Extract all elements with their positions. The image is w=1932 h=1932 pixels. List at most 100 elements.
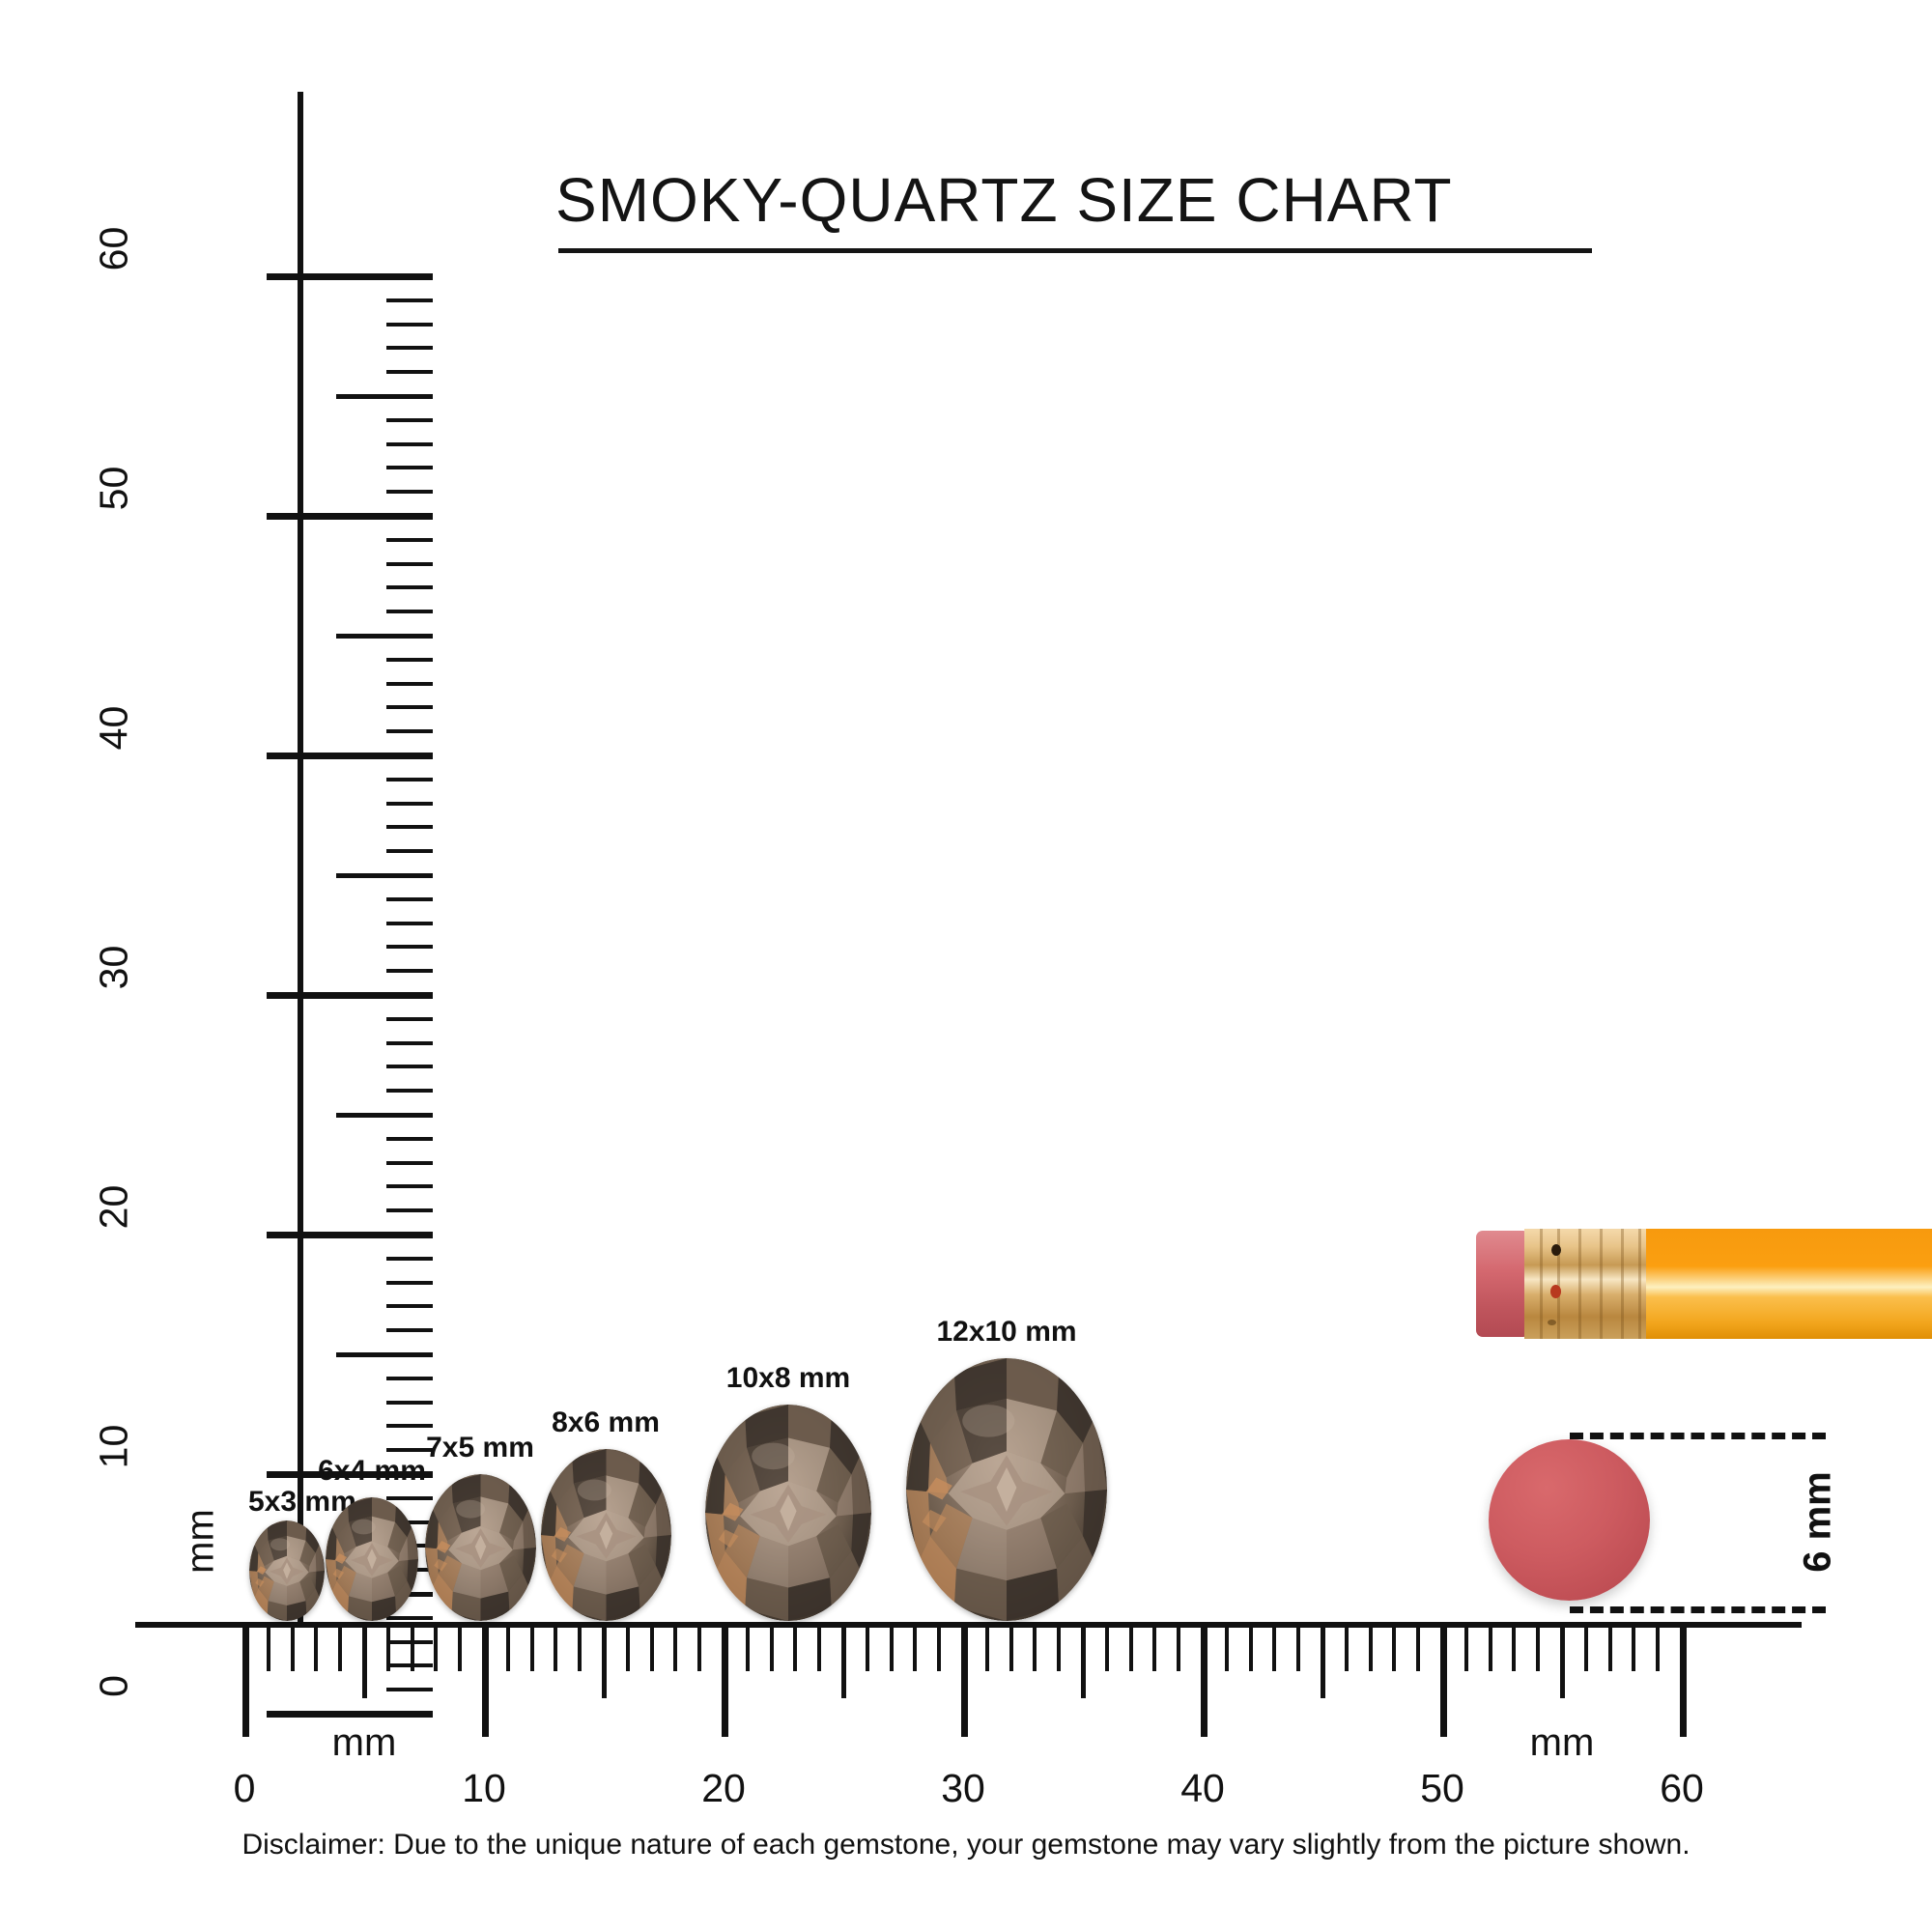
vruler-tick — [386, 1304, 433, 1309]
vruler-tick — [386, 1688, 433, 1692]
hruler-tick — [266, 1625, 270, 1671]
vruler-tick — [386, 1663, 433, 1668]
vruler-label-40: 40 — [91, 705, 136, 751]
hruler-tick — [722, 1625, 728, 1737]
gemstone-10x8-mm[interactable] — [705, 1405, 871, 1621]
hruler-tick — [1368, 1625, 1373, 1671]
hruler-tick — [793, 1625, 798, 1671]
hruler-tick — [1463, 1625, 1468, 1671]
gemstone-label: 8x6 mm — [552, 1406, 660, 1438]
gemstone-label: 12x10 mm — [936, 1316, 1077, 1348]
vruler-tick — [267, 1470, 433, 1478]
vertical-ruler — [135, 92, 433, 1718]
vruler-tick — [386, 777, 433, 781]
gemstone-label: 7x5 mm — [426, 1432, 534, 1463]
hruler-unit-label-left: mm — [331, 1721, 397, 1764]
hruler-tick — [1344, 1625, 1349, 1671]
gemstone-8x6-mm[interactable] — [540, 1449, 671, 1621]
vruler-tick — [267, 1231, 433, 1238]
hruler-tick — [1177, 1625, 1181, 1671]
gemstone-5x3-mm[interactable] — [249, 1520, 325, 1621]
hruler-label-20: 20 — [701, 1766, 746, 1810]
gem-facets — [705, 1405, 871, 1621]
vruler-tick — [386, 1376, 433, 1380]
vruler-tick — [386, 1639, 433, 1644]
vruler-label-10: 10 — [91, 1424, 136, 1469]
hruler-tick — [1296, 1625, 1301, 1671]
hruler-tick — [338, 1625, 343, 1671]
vruler-tick — [386, 585, 433, 590]
vruler-tick — [386, 610, 433, 614]
gemstone-shape — [540, 1449, 671, 1621]
vruler-tick — [386, 1520, 433, 1524]
hruler-tick — [841, 1625, 846, 1698]
vruler-tick — [386, 466, 433, 470]
hruler-tick — [1081, 1625, 1086, 1698]
vruler-tick — [386, 298, 433, 302]
hruler-tick — [1201, 1625, 1208, 1737]
vruler-tick — [336, 873, 433, 878]
vruler-unit-label: mm — [179, 1509, 222, 1574]
vruler-tick — [267, 991, 433, 999]
ferrule-dot-small — [1548, 1320, 1556, 1325]
pencil-ferrule — [1524, 1229, 1648, 1339]
gemstone-7x5-mm[interactable] — [424, 1474, 536, 1621]
hruler-tick — [649, 1625, 654, 1671]
vruler-tick — [336, 1352, 433, 1357]
vruler-label-60: 60 — [91, 226, 136, 271]
hruler-tick — [625, 1625, 630, 1671]
hruler-tick — [961, 1625, 968, 1737]
vruler-label-20: 20 — [91, 1184, 136, 1230]
hruler-tick — [673, 1625, 678, 1671]
vruler-tick — [386, 1160, 433, 1165]
hruler-tick — [1416, 1625, 1421, 1671]
hruler-tick — [529, 1625, 534, 1671]
hruler-tick — [1632, 1625, 1636, 1671]
hruler-tick — [865, 1625, 869, 1671]
vruler-tick — [386, 1089, 433, 1094]
hruler-tick — [290, 1625, 295, 1671]
hruler-tick — [984, 1625, 989, 1671]
ferrule-dot-dark — [1551, 1244, 1561, 1256]
gemstone-shape — [249, 1520, 325, 1621]
vruler-tick — [336, 1113, 433, 1118]
hruler-tick — [362, 1625, 367, 1698]
horizontal-axis-line — [135, 1622, 1802, 1628]
vruler-tick — [386, 417, 433, 422]
vruler-label-0: 0 — [91, 1675, 136, 1697]
vruler-tick — [386, 322, 433, 327]
gemstone-shape — [906, 1358, 1107, 1621]
gemstone-label: 5x3 mm — [248, 1486, 356, 1518]
vruler-tick — [386, 657, 433, 662]
gemstone-12x10-mm[interactable] — [906, 1358, 1107, 1621]
pencil-eraser — [1476, 1231, 1526, 1337]
vruler-tick — [386, 801, 433, 806]
vruler-tick — [386, 1016, 433, 1021]
disclaimer-text: Disclaimer: Due to the unique nature of … — [242, 1829, 1690, 1861]
hruler-tick — [913, 1625, 918, 1671]
vruler-tick — [386, 1400, 433, 1405]
vruler-tick — [386, 1065, 433, 1069]
vruler-tick — [386, 490, 433, 495]
gemstone-shape — [326, 1497, 418, 1621]
vruler-tick — [386, 969, 433, 974]
hruler-tick — [505, 1625, 510, 1671]
vruler-tick — [267, 752, 433, 759]
vruler-label-30: 30 — [91, 945, 136, 990]
gem-facets — [540, 1449, 671, 1621]
vruler-tick — [386, 1184, 433, 1189]
hruler-tick — [1128, 1625, 1133, 1671]
vruler-tick — [386, 681, 433, 686]
gemstone-shape — [705, 1405, 871, 1621]
gemstone-6x4-mm[interactable] — [326, 1497, 418, 1621]
vruler-tick — [386, 1280, 433, 1285]
gemstone-label: 6x4 mm — [318, 1455, 426, 1487]
vruler-tick — [386, 1615, 433, 1620]
hruler-label-0: 0 — [233, 1766, 256, 1810]
hruler-tick — [1440, 1625, 1447, 1737]
hruler-unit-label-right: mm — [1529, 1721, 1595, 1764]
vruler-tick — [386, 346, 433, 351]
gem-facets — [326, 1497, 418, 1621]
hruler-tick — [410, 1625, 414, 1671]
vruler-tick — [386, 370, 433, 375]
